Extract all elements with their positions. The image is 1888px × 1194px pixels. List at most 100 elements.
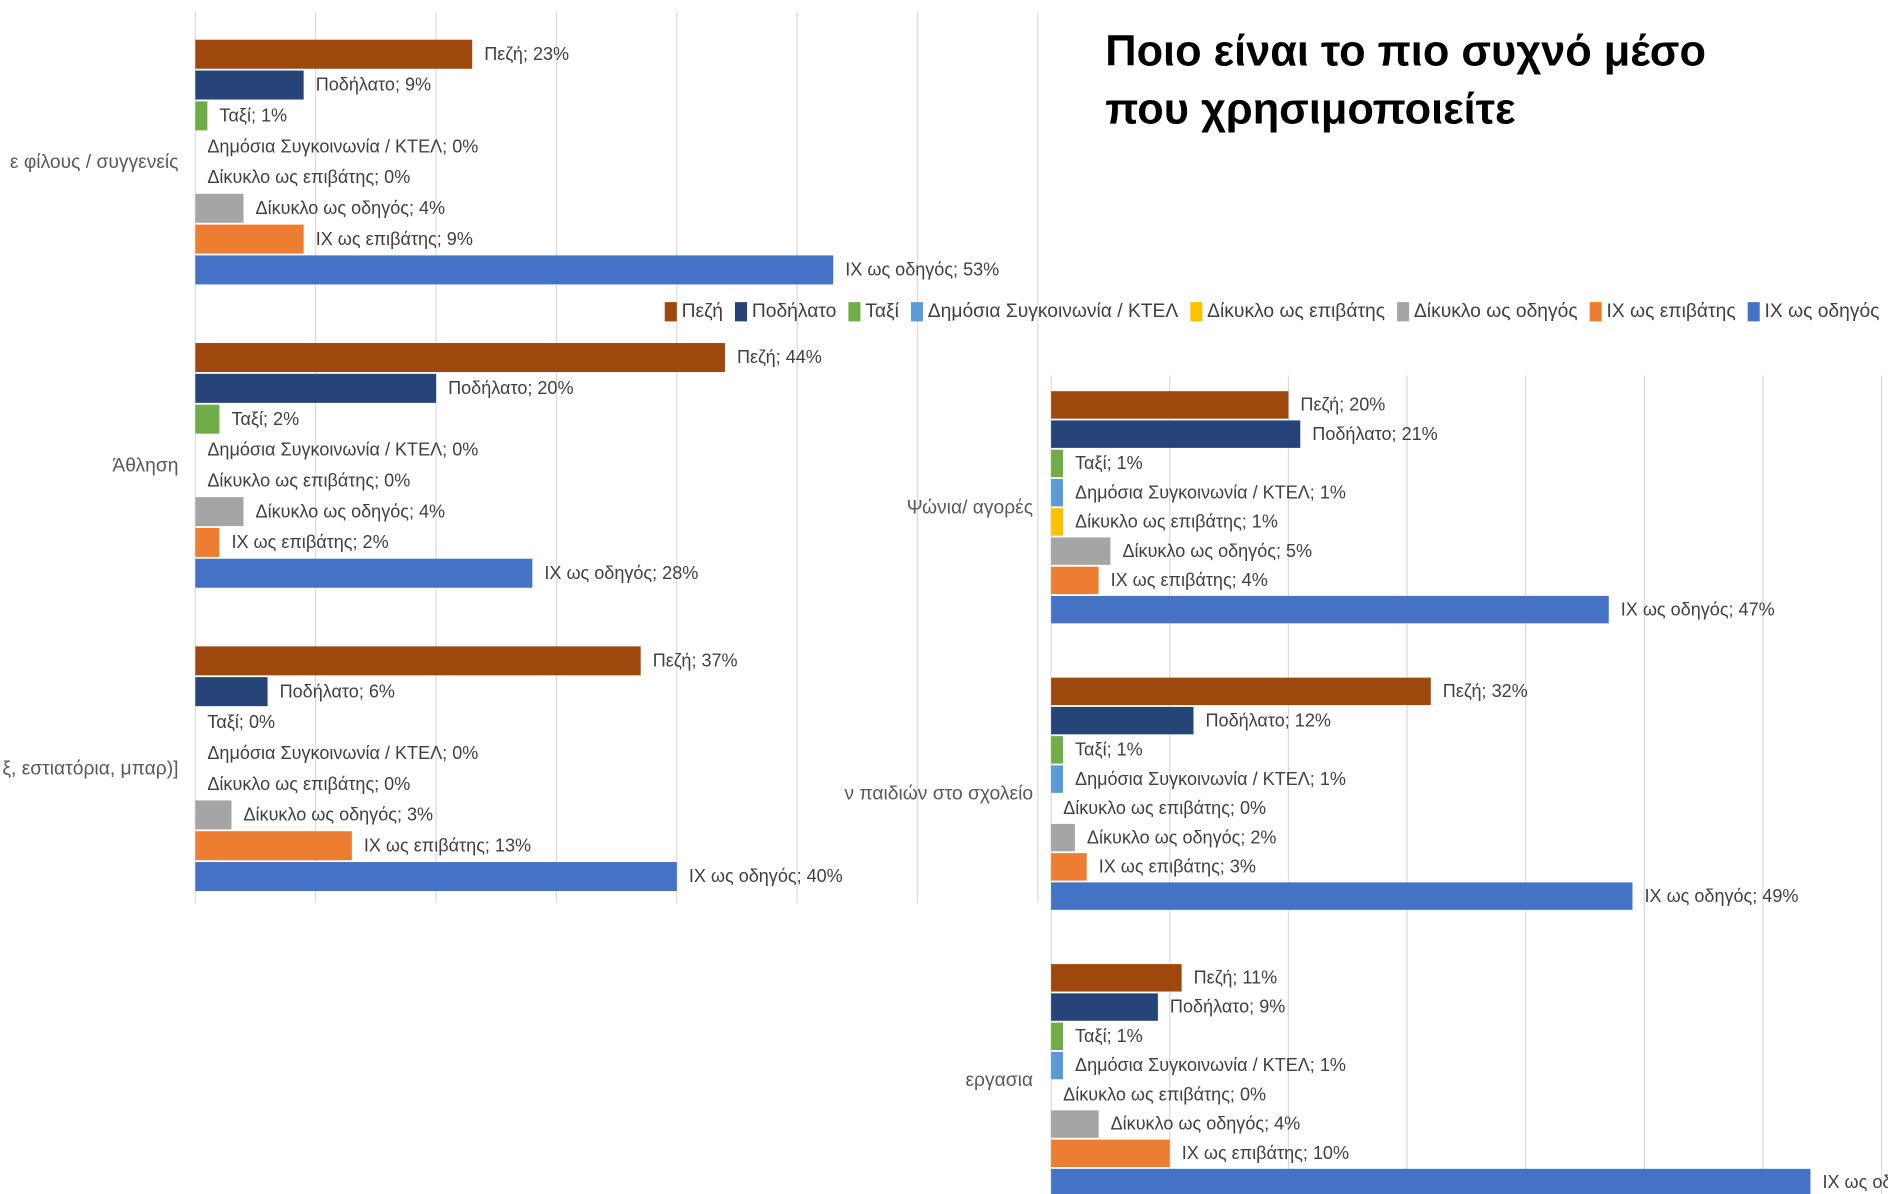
category-label: Ψώνια/ αγορές [907,497,1033,518]
data-label: Δημόσια Συγκοινωνία / ΚΤΕΛ; 1% [1075,1055,1346,1075]
legend-label: Πεζή [682,301,723,322]
legend-swatch [664,302,677,322]
data-label: Δημόσια Συγκοινωνία / ΚΤΕΛ; 0% [207,743,478,763]
category-label: ε φίλους / συγγενείς [10,152,179,173]
data-label: Ποδήλατο; 12% [1206,710,1331,730]
bar [195,373,437,403]
title-line: που χρησιμοποιείτε [1105,85,1515,133]
data-label: Ταξί; 1% [219,106,287,126]
data-label: Ταξί; 0% [207,712,275,732]
data-label: ΙΧ ως οδηγός; 53% [845,260,999,280]
bar [1051,993,1158,1021]
legend-label: ΙΧ ως οδηγός [1765,301,1880,322]
data-label: ΙΧ ως επιβάτης; 10% [1182,1143,1349,1163]
data-label: ΙΧ ως επιβάτης; 3% [1099,857,1256,877]
data-label: Δίκυκλο ως επιβάτης; 0% [207,470,410,490]
bar [195,39,473,69]
data-label: Ταξί; 1% [1075,453,1143,473]
grid-layer [194,12,1883,1194]
bar [195,677,268,707]
bar [195,800,232,830]
data-label: Δίκυκλο ως οδηγός; 4% [256,501,446,521]
bar [1051,1139,1170,1168]
legend-label: Ποδήλατο [752,301,837,322]
bar [1051,706,1194,735]
bar [1051,1051,1063,1080]
data-label: ΙΧ ως οδηγός; 47% [1621,599,1775,619]
data-label: Πεζή; 23% [484,44,569,64]
data-label: ΙΧ ως επιβάτης; 4% [1111,570,1268,590]
legend-swatch [1397,302,1410,322]
legend-label: Δημόσια Συγκοινωνία / ΚΤΕΛ [928,301,1179,322]
data-label: ΙΧ ως επιβάτης; 2% [231,532,388,552]
data-label: Δίκυκλο ως επιβάτης; 0% [1063,1084,1266,1104]
bar [1051,566,1099,595]
bar [195,255,834,285]
data-label: ΙΧ ως οδηγός; 40% [689,866,843,886]
bar [1051,882,1633,910]
data-label: Δίκυκλο ως επιβάτης; 1% [1075,512,1278,532]
data-label: Πεζή; 44% [737,347,822,367]
bar [1051,677,1431,706]
legend-label: Δίκυκλο ως επιβάτης [1207,301,1385,322]
bar [1051,420,1301,448]
legend-swatch [734,302,748,322]
data-label: Δίκυκλο ως οδηγός; 4% [1111,1114,1301,1134]
bar [195,404,220,434]
data-label: Ποδήλατο; 21% [1312,424,1437,444]
bar [195,101,208,131]
bar [195,343,725,373]
data-label: Δημόσια Συγκοινωνία / ΚΤΕΛ; 0% [207,440,478,460]
category-label: ν παιδιών στο σχολείο [844,784,1033,805]
bar [1051,853,1087,881]
data-label: Ταξί; 2% [231,409,299,429]
bar [1051,736,1063,764]
bar [1051,449,1063,478]
data-label: Ποδήλατο; 6% [280,681,395,701]
title-line: Ποιο είναι το πιο συχνό μέσο [1105,28,1706,76]
legend-swatch [1747,302,1760,322]
data-label: ΙΧ ως οδηγός; 49% [1645,886,1799,906]
data-label: ΙΧ ως οδηγός; 28% [544,563,698,583]
bar [1051,537,1111,565]
legend-label: Ταξί [865,301,899,322]
category-label: εργασια [965,1070,1033,1091]
bar [1051,478,1063,507]
data-label: Δίκυκλο ως οδηγός; 5% [1122,541,1312,561]
bar [1051,508,1063,536]
bar [1051,1022,1063,1051]
data-label: ΙΧ ως επιβάτης; 13% [364,835,531,855]
bar [195,193,244,223]
legend-label: Δίκυκλο ως οδηγός [1414,301,1578,322]
bar [1051,595,1609,624]
bar [1051,1168,1811,1194]
data-label: Δίκυκλο ως επιβάτης; 0% [207,774,410,794]
data-label: Πεζή; 32% [1443,681,1528,701]
category-label: Άθληση [112,455,178,476]
data-label: Ταξί; 1% [1075,740,1143,760]
data-label: Ποδήλατο; 20% [448,378,573,398]
bar [195,497,244,527]
data-label: Πεζή; 20% [1300,395,1385,415]
legend-swatch [848,302,861,322]
bar [195,646,641,676]
bar [1051,964,1182,992]
bar [195,831,352,861]
data-label: Δημόσια Συγκοινωνία / ΚΤΕΛ; 1% [1075,482,1346,502]
data-label: Πεζή; 11% [1194,967,1278,987]
bar [1051,823,1075,852]
legend-label: ΙΧ ως επιβάτης [1607,301,1736,322]
data-label: Δίκυκλο ως οδηγός; 2% [1087,827,1277,847]
data-label: Δίκυκλο ως επιβάτης; 0% [1063,798,1266,818]
data-label: Δίκυκλο ως επιβάτης; 0% [207,167,410,187]
bar [195,527,220,557]
bar [195,70,304,100]
data-label: Ποδήλατο; 9% [316,75,431,95]
data-label: Πεζή; 37% [653,651,738,671]
data-label: Δίκυκλο ως οδηγός; 4% [256,198,446,218]
legend-swatch [1589,302,1602,322]
data-label: ΙΧ ως οδηγός; 64% [1822,1172,1888,1192]
data-label: Δημόσια Συγκοινωνία / ΚΤΕΛ; 1% [1075,769,1346,789]
bar [195,224,304,254]
